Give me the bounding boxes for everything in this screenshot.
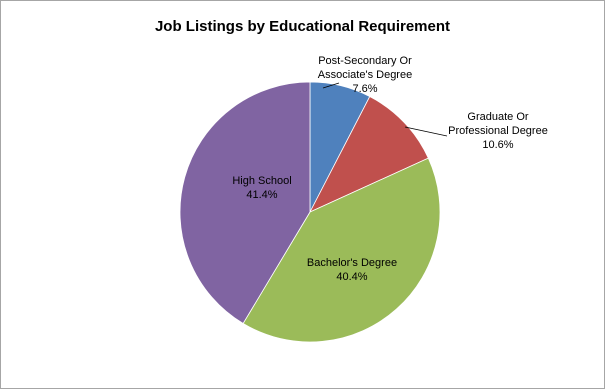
slice-label-1: Graduate Or Professional Degree 10.6% [448, 111, 548, 151]
pie-slice-2 [242, 157, 441, 343]
pie-slice-3 [179, 81, 311, 325]
slice-category-label: Graduate Or [467, 111, 528, 123]
slice-label-2: Bachelor's Degree 40.4% [307, 257, 397, 283]
slice-category-label: Bachelor's Degree [307, 257, 397, 269]
slice-value-label: 10.6% [482, 139, 513, 151]
slice-label-3: High School 41.4% [232, 175, 291, 201]
slice-value-label: 7.6% [352, 83, 377, 95]
leader-line-0 [322, 82, 340, 89]
slice-value-label: 41.4% [246, 189, 277, 201]
slice-category-label: High School [232, 175, 291, 187]
slice-category-label: Post-Secondary Or [318, 55, 412, 67]
slice-value-label: 40.4% [336, 271, 367, 283]
slice-label-0: Post-Secondary Or Associate's Degree 7.6% [318, 55, 412, 95]
pie-slice-1 [309, 96, 429, 213]
slice-category-label: Professional Degree [448, 125, 548, 137]
chart-title: Job Listings by Educational Requirement [154, 18, 451, 35]
slice-category-label: Associate's Degree [318, 69, 412, 81]
leader-line-1 [404, 126, 448, 137]
